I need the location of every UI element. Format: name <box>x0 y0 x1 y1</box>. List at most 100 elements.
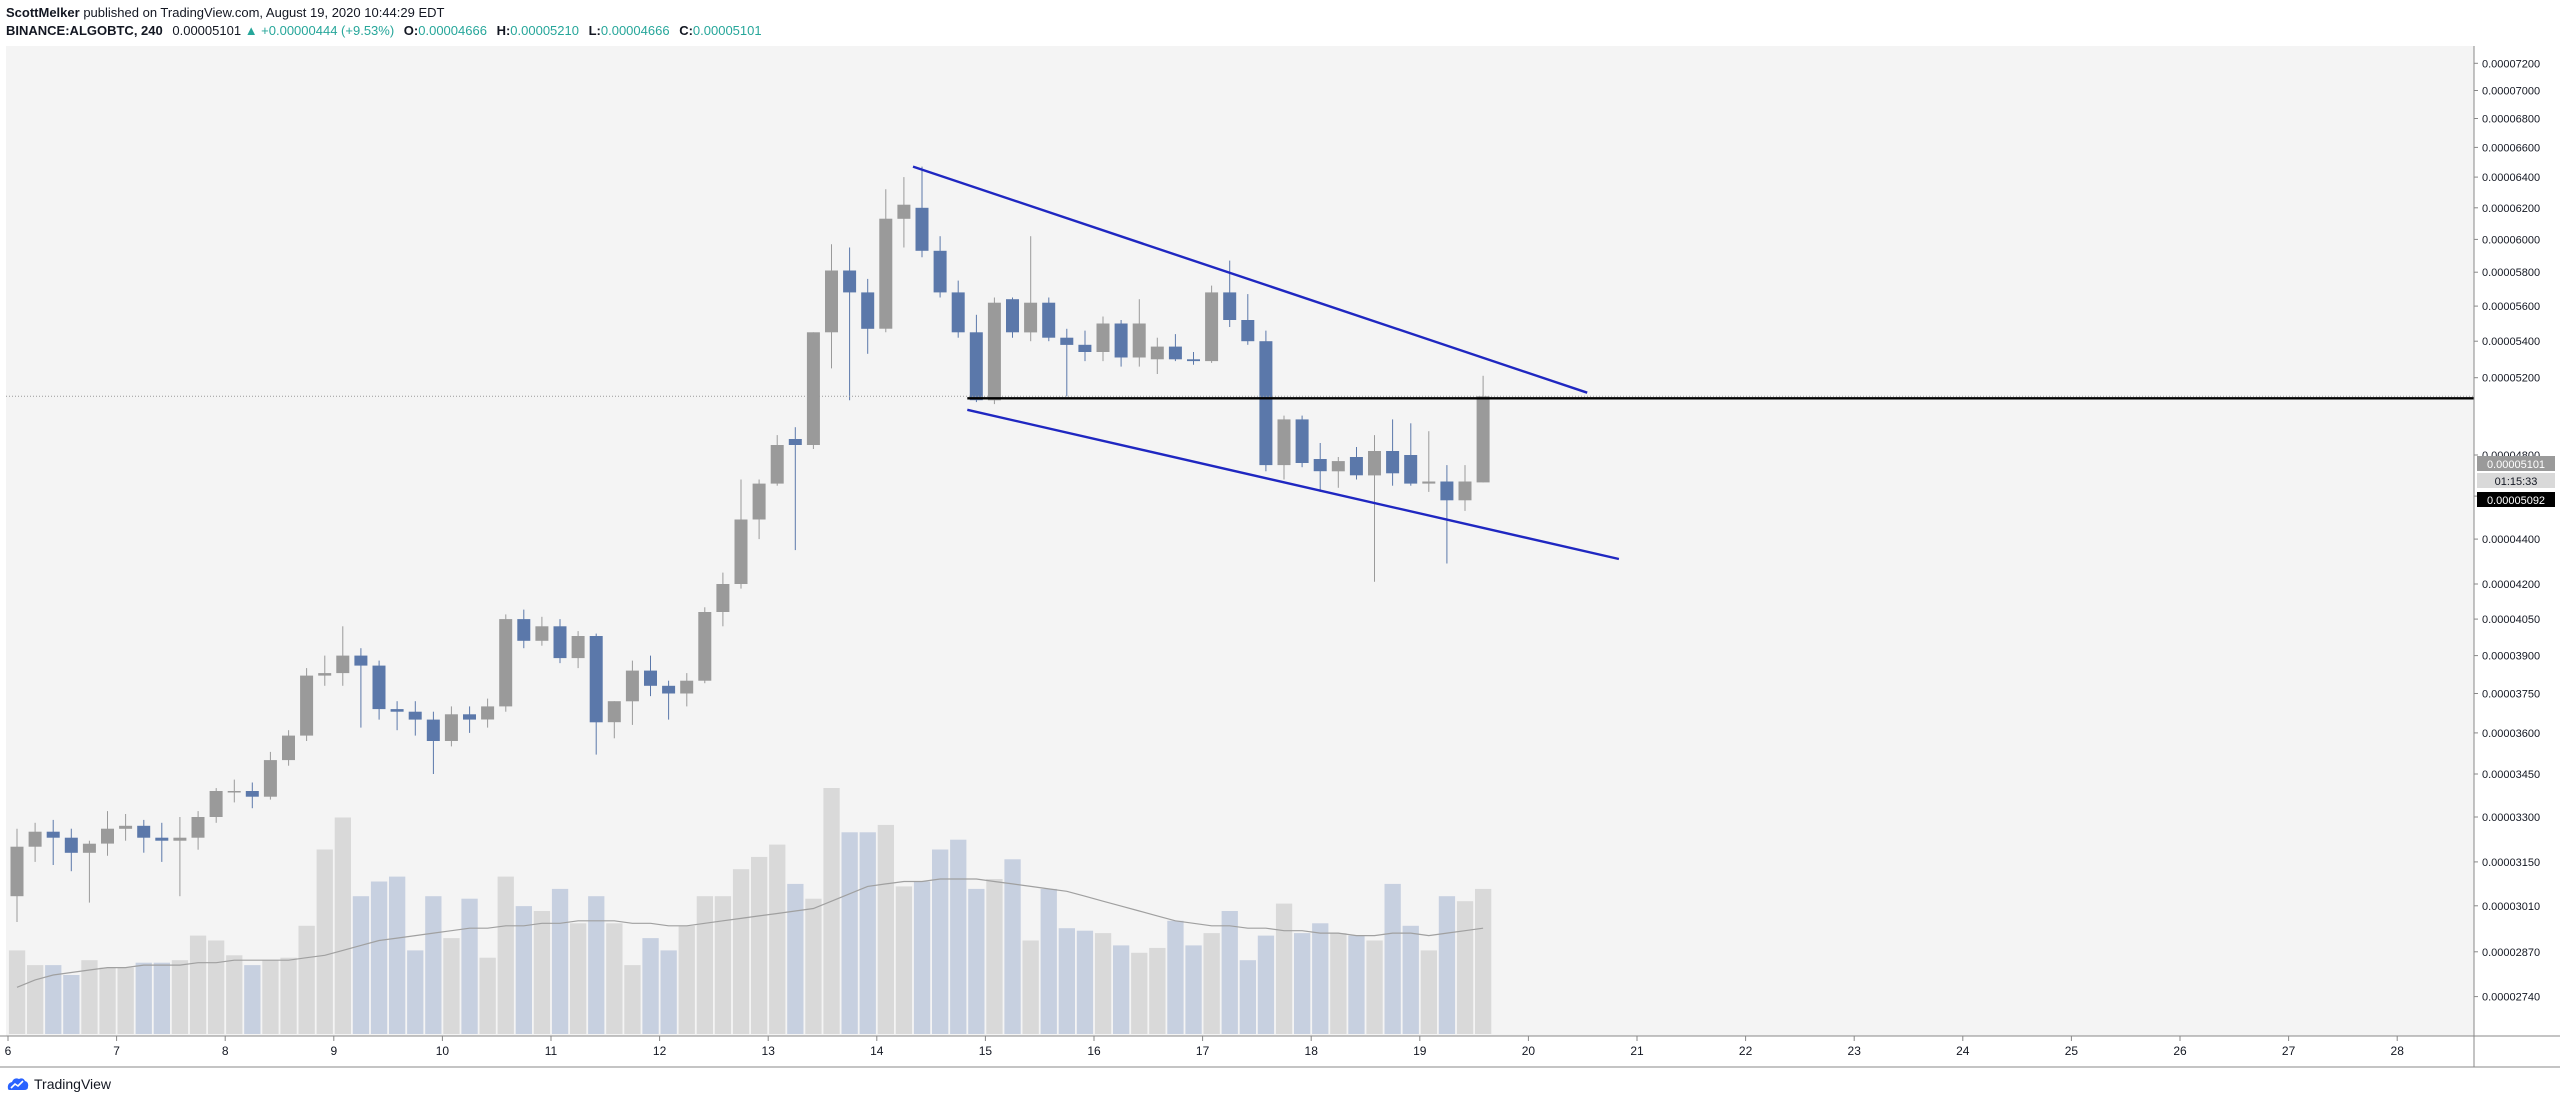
candle-body <box>209 791 223 817</box>
low-value: 0.00004666 <box>600 23 670 38</box>
time-axis-label: 25 <box>2065 1044 2079 1058</box>
time-axis-label: 26 <box>2173 1044 2187 1058</box>
candle-body <box>969 332 983 401</box>
time-axis-label: 22 <box>1739 1044 1753 1058</box>
volume-bar <box>606 923 623 1034</box>
volume-bar <box>660 950 677 1034</box>
volume-bar <box>443 938 460 1034</box>
time-axis-label: 24 <box>1956 1044 1970 1058</box>
volume-bar <box>877 824 894 1034</box>
price-axis-label: 0.00003900 <box>2482 651 2540 663</box>
drawings <box>6 165 2474 561</box>
author-name[interactable]: ScottMelker <box>6 5 80 20</box>
volume-bar <box>932 849 949 1034</box>
price-axis[interactable]: 0.00007200 0.00007000 0.00006800 0.00006600… <box>2474 58 2540 1004</box>
time-axis[interactable]: 6 7 8 9 10 11 12 13 14 15 16 17 18 19 20 21 22 23 24 25 26 27… <box>5 1036 2405 1058</box>
time-axis-label: 18 <box>1305 1044 1319 1058</box>
countdown-tag-bg <box>2477 473 2555 488</box>
volume-bar <box>895 886 913 1034</box>
open-value: 0.00004666 <box>418 23 487 38</box>
price-axis-label: 0.00002870 <box>2482 947 2540 959</box>
candle-body <box>1132 323 1146 358</box>
upper-trendline[interactable] <box>912 165 1588 394</box>
open-label: O: <box>403 23 419 38</box>
volume-bar <box>1221 911 1238 1034</box>
candle-body <box>535 626 549 641</box>
volume-bar <box>1330 933 1347 1034</box>
ohlc-line: BINANCE:ALGOBTC, 240 0.00005101 ▲ +0.000… <box>6 22 1406 40</box>
candle-body <box>680 680 694 694</box>
candle-body <box>408 711 422 720</box>
candle-body <box>1241 320 1255 342</box>
candle-body <box>1150 346 1164 360</box>
volume-bar <box>389 876 406 1034</box>
price-axis-label: 0.00006000 <box>2482 234 2540 246</box>
time-axis-label: 21 <box>1630 1044 1644 1058</box>
candle-body <box>1187 359 1200 362</box>
price-axis-label: 0.00005600 <box>2482 301 2540 313</box>
candle-body <box>1368 451 1381 476</box>
volume-bar <box>1257 935 1275 1034</box>
volume-bar <box>1004 859 1021 1034</box>
lower-trendline[interactable] <box>967 408 1620 561</box>
volume-bar <box>1058 928 1075 1034</box>
time-axis-label: 20 <box>1522 1044 1536 1058</box>
low-label: L: <box>588 23 601 38</box>
volume-bar <box>370 881 388 1034</box>
candle-body <box>752 483 766 520</box>
price-axis-label: 0.00003150 <box>2482 857 2540 869</box>
time-axis-label: 10 <box>436 1044 450 1058</box>
price-axis-label: 0.00004200 <box>2482 579 2540 591</box>
volume-bar <box>244 965 261 1034</box>
volume-bar <box>1167 920 1184 1034</box>
candle-body <box>336 655 350 674</box>
volume-bar <box>99 967 116 1034</box>
footer-brand-text: TradingView <box>34 1076 112 1092</box>
time-axis-label: 17 <box>1196 1044 1210 1058</box>
time-axis-label: 9 <box>330 1044 337 1058</box>
candle-body <box>951 292 965 333</box>
volume-bar <box>171 960 189 1034</box>
volume-bar <box>1113 945 1130 1034</box>
price-axis-label: 0.00003300 <box>2482 812 2540 824</box>
candle-body <box>191 817 205 838</box>
volume-bar <box>45 965 62 1034</box>
candle-body <box>282 735 295 761</box>
candle-body <box>1024 302 1038 333</box>
price-axis-label: 0.00006400 <box>2482 172 2540 184</box>
candle-body <box>1404 455 1418 484</box>
volume-bar <box>461 898 478 1034</box>
volume-bar <box>352 896 370 1034</box>
time-axis-label: 6 <box>5 1044 12 1058</box>
price-axis-label: 0.00005400 <box>2482 336 2540 348</box>
price-axis-label: 0.00003450 <box>2482 769 2540 781</box>
candle-body <box>553 626 567 659</box>
volume-bar <box>63 975 80 1034</box>
volume-bar <box>1348 935 1365 1034</box>
candle-body <box>444 714 458 741</box>
time-axis-label: 28 <box>2391 1044 2405 1058</box>
candle-body <box>481 706 495 720</box>
price-axis-label: 0.00007200 <box>2482 58 2540 70</box>
volume-bar <box>298 925 315 1034</box>
volume-bar <box>968 888 985 1034</box>
volume-bar <box>1438 896 1456 1034</box>
footer-brand[interactable]: TradingView <box>6 1073 111 1095</box>
time-axis-label: 11 <box>545 1044 558 1058</box>
volume-bar <box>714 896 732 1034</box>
change-value: ▲ +0.00000444 (+9.53%) <box>244 23 395 38</box>
time-axis-label: 12 <box>653 1044 667 1058</box>
volume-bar <box>1239 960 1256 1034</box>
candle-body <box>825 270 838 333</box>
candle-body <box>227 791 241 793</box>
candle-body <box>1331 461 1345 472</box>
close-value: 0.00005101 <box>692 23 762 38</box>
volume-bar <box>425 896 442 1034</box>
volume-bar <box>696 896 713 1034</box>
volume-bar <box>1203 933 1220 1034</box>
price-axis-label: 0.00005200 <box>2482 373 2540 385</box>
volume-bar <box>153 962 170 1034</box>
candle-body <box>915 207 929 251</box>
symbol-label[interactable]: BINANCE:ALGOBTC, 240 <box>6 23 163 38</box>
